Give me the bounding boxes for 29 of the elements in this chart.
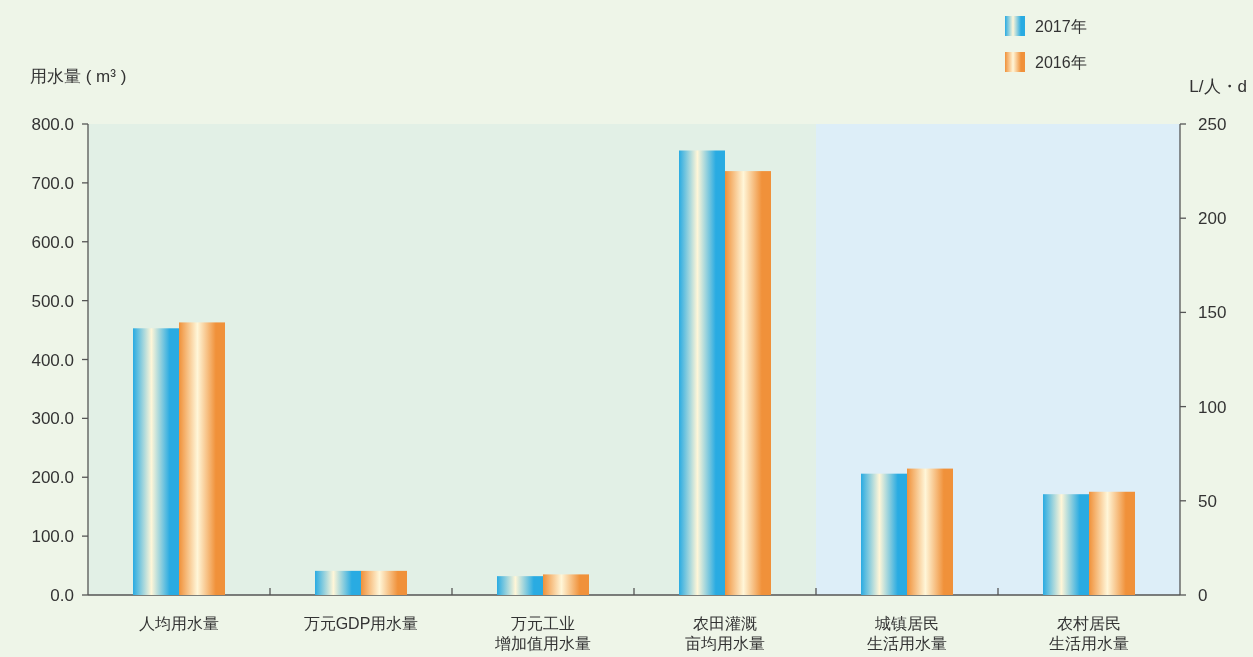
y-tick-label: 800.0	[31, 115, 74, 134]
y2-tick-label: 150	[1198, 303, 1227, 323]
y-tick-label: 700.0	[31, 173, 74, 193]
y-axis-title: 用水量 ( m³ )	[30, 67, 127, 86]
y-tick-label: 500.0	[31, 291, 74, 311]
bar	[1089, 491, 1135, 595]
y-tick-label: 600.0	[31, 232, 74, 252]
y-tick-label: 400.0	[31, 350, 74, 370]
y2-tick-label: 250	[1198, 115, 1227, 134]
x-tick-label: 农田灌溉亩均用水量	[685, 615, 765, 652]
y2-tick-label: 200	[1198, 209, 1227, 229]
bar	[907, 468, 953, 595]
x-tick-label: 人均用水量	[139, 615, 219, 632]
y2-tick-label: 100	[1198, 397, 1227, 417]
y2-tick-label: 0	[1198, 586, 1208, 605]
legend-label: 2017年	[1035, 18, 1087, 35]
bar	[861, 473, 907, 595]
x-tick-label: 万元GDP用水量	[303, 615, 419, 632]
y-tick-label: 300.0	[31, 409, 74, 429]
x-tick-label: 城镇居民生活用水量	[867, 615, 947, 652]
y-tick-label: 100.0	[31, 527, 74, 547]
y2-tick-label: 50	[1198, 491, 1217, 511]
y-tick-label: 0.0	[50, 586, 74, 605]
bar	[1043, 494, 1089, 595]
legend-label: 2016年	[1035, 54, 1087, 71]
y2-axis-title: L/人・d	[1189, 77, 1247, 96]
y-tick-label: 200.0	[31, 468, 74, 488]
x-tick-label: 农村居民生活用水量	[1049, 615, 1129, 652]
x-tick-label: 万元工业增加值用水量	[494, 615, 591, 652]
